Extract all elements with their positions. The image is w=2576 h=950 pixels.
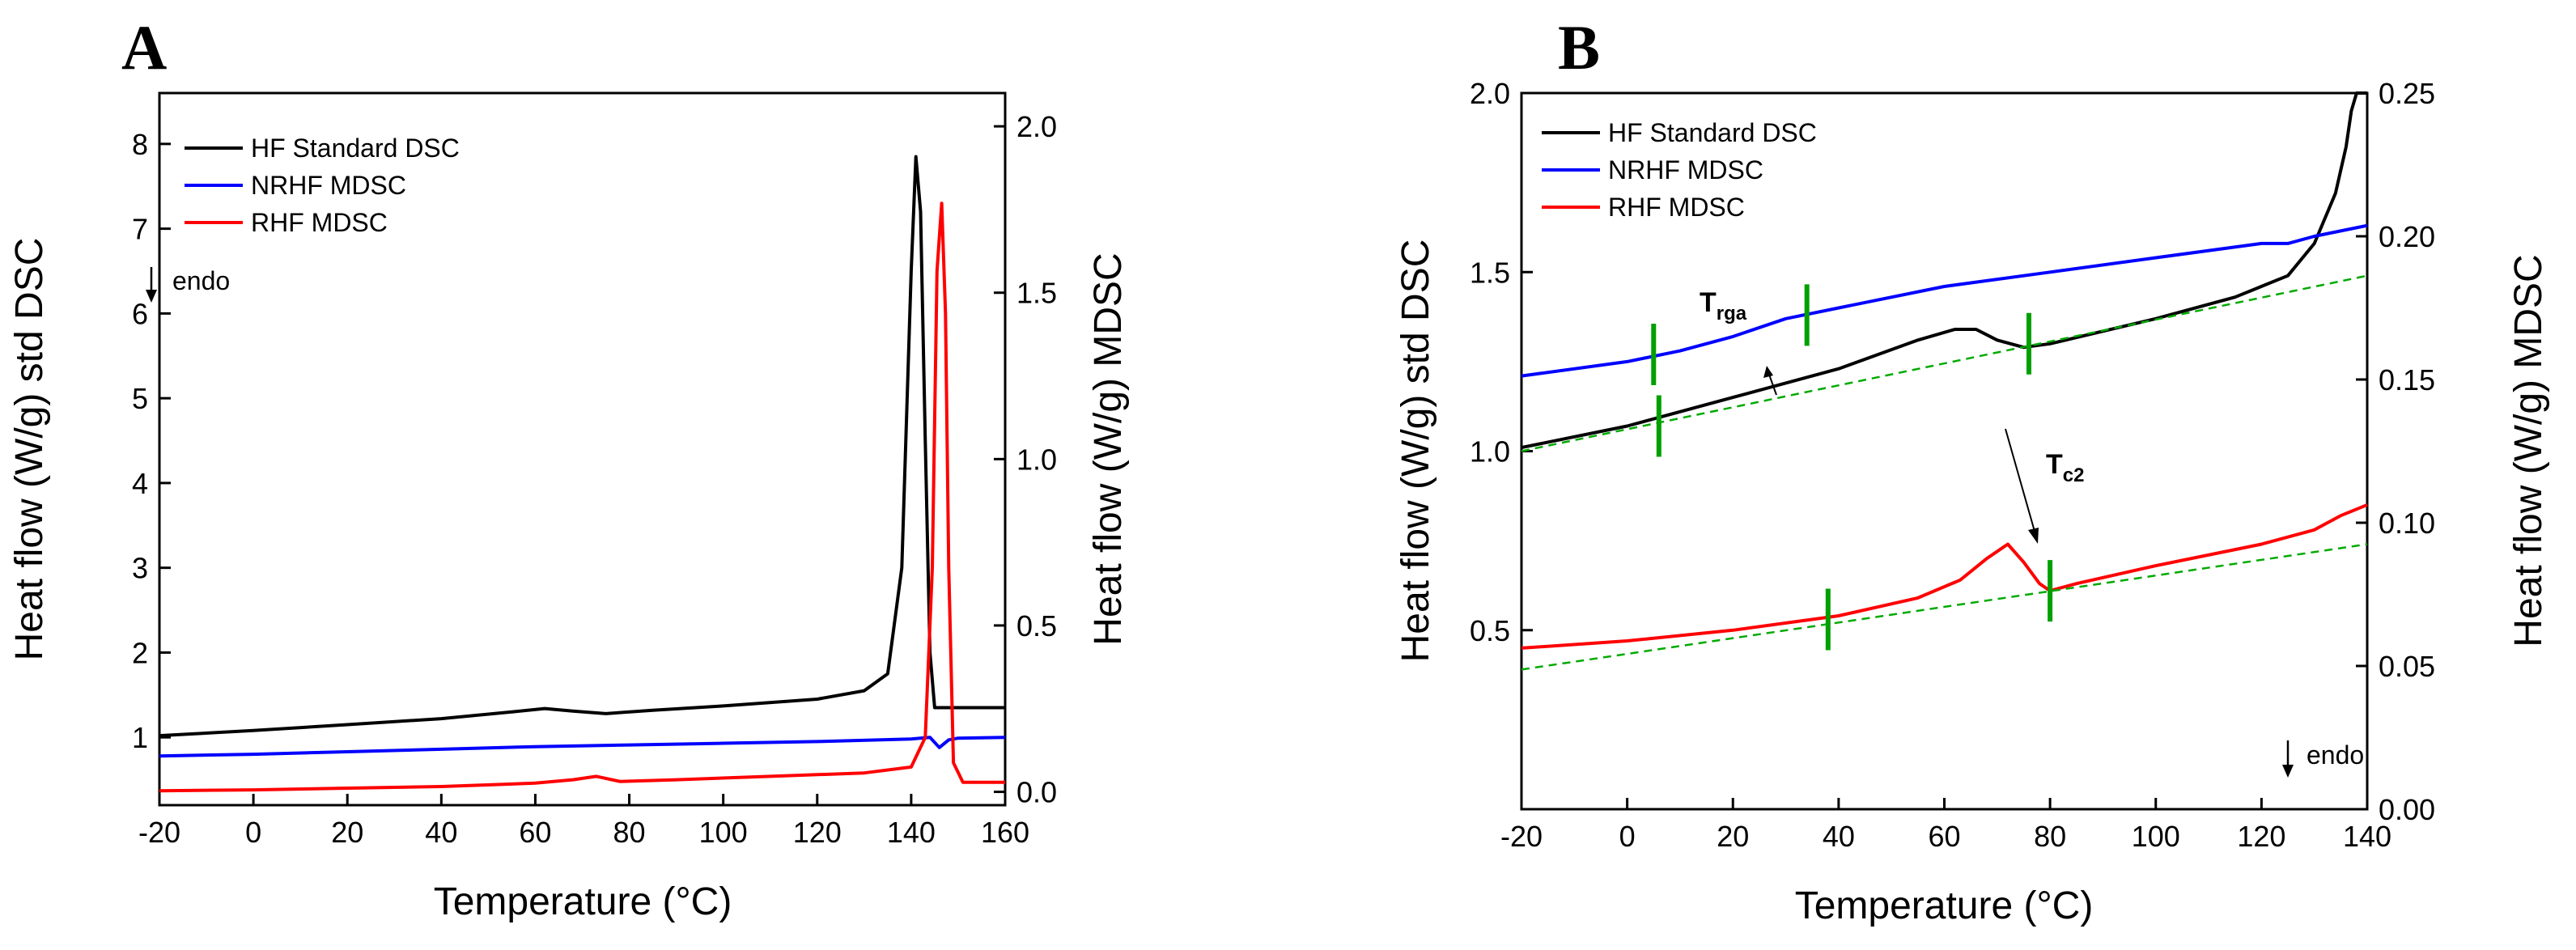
- y2-tick-label: 0.5: [1016, 609, 1057, 643]
- y-tick-label: 1.0: [1470, 435, 1510, 469]
- panel-b-legend: HF Standard DSC NRHF MDSC RHF MDSC: [1542, 118, 1817, 222]
- series-line-nrhf-mdsc: [159, 736, 1006, 758]
- endo-arrow-head: [146, 290, 157, 303]
- series-line-hf-standard-dsc: [159, 155, 1005, 738]
- legend-label-rhf: RHF MDSC: [1608, 193, 1745, 222]
- y-tick-label: 7: [132, 213, 148, 246]
- x-tick-label: 20: [1717, 820, 1749, 853]
- panel-b-trga-annotation: Trga: [1700, 287, 1777, 396]
- x-tick-label: 20: [331, 816, 363, 849]
- y-tick-label: 3: [132, 552, 148, 585]
- y-tick-label: 0.5: [1470, 614, 1510, 647]
- panel-b-endo-label: endo: [2307, 740, 2364, 770]
- x-tick-label: 0: [245, 816, 261, 849]
- y2-tick-label: 0.20: [2379, 220, 2435, 253]
- y-tick-label: 8: [132, 128, 148, 161]
- legend-label-hf-std: HF Standard DSC: [251, 134, 460, 163]
- x-tick-label: 160: [981, 816, 1029, 849]
- y-tick-label: 5: [132, 382, 148, 415]
- panel-a-legend: HF Standard DSC NRHF MDSC RHF MDSC: [185, 134, 460, 237]
- series-line-rhf-mdsc: [1521, 503, 2368, 650]
- panel-b-letter: B: [1558, 12, 1600, 83]
- tc2-arrow-head: [2028, 528, 2039, 544]
- x-tick-label: 80: [2034, 820, 2066, 853]
- y-tick-label: 1: [132, 721, 148, 754]
- panel-a-y-axis-title: Heat flow (W/g) std DSC: [8, 238, 51, 661]
- x-tick-label: 100: [2132, 820, 2180, 853]
- tc2-label-sub: c2: [2063, 464, 2085, 486]
- y2-tick-label: 0.0: [1016, 776, 1057, 809]
- y2-tick-label: 0.25: [2379, 77, 2435, 110]
- panel-a-y2-axis-title: Heat flow (W/g) MDSC: [1087, 252, 1130, 645]
- panel-b-x-axis-title: Temperature (°C): [1795, 884, 2094, 927]
- y2-tick-label: 1.5: [1016, 277, 1057, 310]
- x-tick-label: -20: [138, 816, 180, 849]
- y-tick-label: 2: [132, 636, 148, 669]
- panel-a: A -20 0 20 40 60 80 100 120 140 160 1 2 3 4 5 6 7 8 0.0 0.5…: [8, 12, 1130, 923]
- panel-b-y2-axis-title: Heat flow (W/g) MDSC: [2507, 254, 2550, 647]
- y2-tick-label: 0.10: [2379, 507, 2435, 540]
- panel-a-endo-annotation: endo: [146, 266, 230, 303]
- x-tick-label: -20: [1500, 820, 1543, 853]
- panel-b-tc2-annotation: Tc2: [2005, 428, 2084, 544]
- tc2-label-main: T: [2046, 449, 2063, 480]
- y-tick-label: 6: [132, 297, 148, 330]
- x-tick-label: 100: [699, 816, 748, 849]
- legend-label-nrhf: NRHF MDSC: [1608, 155, 1763, 184]
- y2-tick-label: 0.00: [2379, 793, 2435, 826]
- x-tick-label: 140: [887, 816, 936, 849]
- y-tick-label: 2.0: [1470, 77, 1510, 110]
- panel-b: B -20 0 20 40 60 80 100 120 140 0.5 1.0 1.5 2.0 0.00 0…: [1394, 12, 2550, 927]
- panel-a-letter: A: [121, 12, 167, 83]
- y2-tick-label: 0.05: [2379, 650, 2435, 683]
- legend-label-nrhf: NRHF MDSC: [251, 171, 406, 200]
- tc2-arrow-shaft: [2005, 428, 2036, 535]
- trga-label-sub: rga: [1717, 303, 1747, 324]
- series-line-baseline-mdsc: [1521, 543, 2368, 671]
- y2-tick-label: 1.0: [1016, 443, 1057, 476]
- x-tick-label: 120: [2237, 820, 2285, 853]
- x-tick-label: 0: [1619, 820, 1636, 853]
- panel-a-x-axis-title: Temperature (°C): [434, 880, 732, 923]
- series-line-baseline-std: [1521, 274, 2368, 452]
- trga-label-main: T: [1700, 287, 1717, 318]
- x-tick-label: 60: [1928, 820, 1960, 853]
- series-line-rhf-mdsc: [159, 201, 1005, 793]
- legend-label-hf-std: HF Standard DSC: [1608, 118, 1817, 147]
- x-tick-label: 40: [1823, 820, 1855, 853]
- series-line-hf-standard-dsc: [1521, 91, 2367, 450]
- panel-a-endo-label: endo: [172, 266, 230, 295]
- x-tick-label: 40: [425, 816, 457, 849]
- x-tick-label: 140: [2343, 820, 2391, 853]
- y-tick-label: 4: [132, 467, 148, 500]
- trga-label: Trga: [1700, 287, 1747, 324]
- y-tick-label: 1.5: [1470, 256, 1510, 289]
- y2-tick-label: 0.15: [2379, 363, 2435, 397]
- series-line-nrhf-mdsc: [1521, 223, 2368, 378]
- x-tick-label: 120: [793, 816, 842, 849]
- y2-tick-label: 2.0: [1016, 110, 1057, 143]
- x-tick-label: 80: [613, 816, 646, 849]
- panel-b-y-axis-title: Heat flow (W/g) std DSC: [1394, 240, 1437, 663]
- panel-b-endo-annotation: endo: [2282, 740, 2364, 778]
- legend-label-rhf: RHF MDSC: [251, 208, 388, 237]
- panel-a-plot-frame: [158, 91, 1007, 807]
- endo-arrow-head: [2282, 765, 2294, 778]
- x-tick-label: 60: [519, 816, 551, 849]
- tc2-label: Tc2: [2046, 449, 2084, 486]
- trga-arrow-head: [1763, 366, 1773, 378]
